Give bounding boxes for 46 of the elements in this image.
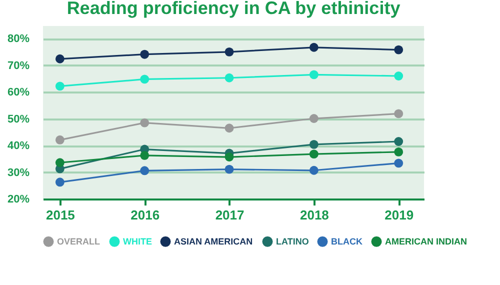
point [224, 47, 234, 56]
legend-label: OVERALL [57, 236, 101, 247]
legend-label: WHITE [123, 236, 152, 247]
point [309, 114, 318, 123]
y-tick-label: 30% [7, 166, 30, 179]
x-tick-label: 2016 [130, 208, 160, 222]
legend-label: AMERICAN INDIAN [385, 236, 467, 247]
y-tick-label: 70% [7, 60, 30, 72]
point [224, 73, 234, 82]
point [394, 158, 404, 168]
point [224, 124, 234, 133]
point [394, 45, 404, 54]
y-tick-label: 40% [7, 140, 30, 152]
point [55, 82, 64, 91]
point [55, 54, 64, 64]
point [55, 178, 64, 187]
x-tick-label: 2015 [46, 208, 75, 222]
point [224, 164, 234, 174]
point [394, 137, 404, 146]
legend-label: LATINO [276, 236, 309, 247]
point [224, 152, 234, 162]
point [309, 150, 318, 159]
legend-label: ASIAN AMERICAN [174, 236, 253, 247]
point [309, 140, 318, 149]
point [309, 42, 318, 52]
point [140, 166, 150, 176]
point [140, 150, 150, 160]
y-tick-label: 80% [7, 33, 30, 46]
point [394, 109, 404, 118]
x-tick-label: 2019 [384, 208, 414, 222]
point [394, 147, 404, 156]
legend-label: BLACK [331, 236, 363, 247]
x-tick-label: 2018 [300, 208, 329, 222]
y-tick-label: 60% [7, 86, 30, 99]
y-tick-label: 20% [7, 194, 30, 206]
chart-title: Reading proficiency in CA by ethinicity [66, 0, 400, 18]
point [309, 70, 318, 80]
point [140, 50, 150, 59]
point [309, 166, 318, 175]
point [140, 118, 150, 128]
point [140, 74, 150, 84]
point [394, 72, 404, 80]
point [55, 158, 64, 168]
point [55, 135, 64, 144]
y-tick-label: 50% [7, 113, 30, 126]
x-tick-label: 2017 [215, 208, 244, 222]
